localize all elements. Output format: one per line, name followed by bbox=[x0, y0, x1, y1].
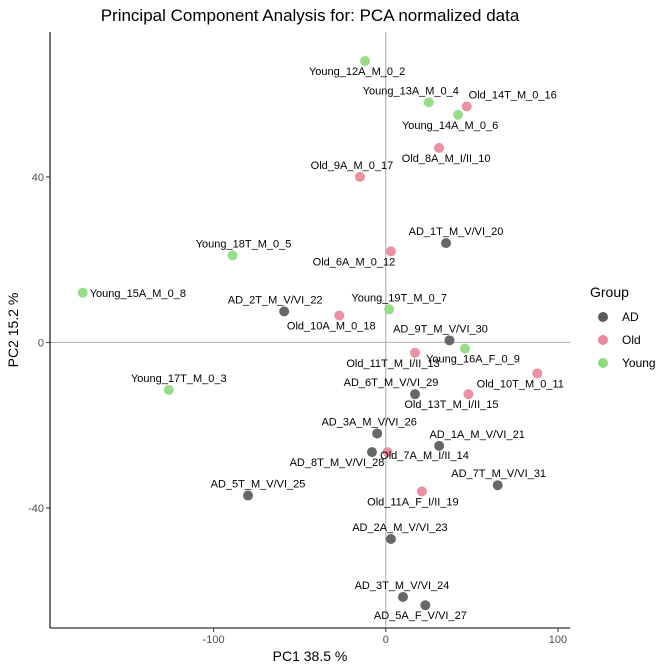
legend-title: Group bbox=[590, 284, 629, 300]
data-point-young bbox=[453, 109, 464, 120]
data-points bbox=[77, 55, 543, 611]
legend: Group AD Old Young bbox=[590, 284, 656, 370]
data-point-young bbox=[77, 287, 88, 298]
data-point-old bbox=[416, 486, 427, 497]
data-point-label: Young_19T_M_0_7 bbox=[351, 292, 447, 304]
data-point-ad bbox=[397, 591, 408, 602]
data-point-ad bbox=[385, 534, 396, 545]
data-point-ad bbox=[444, 335, 455, 346]
legend-label-old: Old bbox=[622, 333, 641, 347]
data-point-label: Old_14T_M_0_16 bbox=[469, 90, 557, 102]
data-point-label: AD_6T_M_V/VI_29 bbox=[344, 377, 439, 389]
data-point-old bbox=[532, 368, 543, 379]
data-point-label: AD_9T_M_V/VI_30 bbox=[393, 323, 488, 335]
data-point-label: AD_7T_M_V/VI_31 bbox=[451, 468, 546, 480]
x-tick-label: 100 bbox=[549, 634, 567, 646]
zero-reference-lines bbox=[50, 32, 570, 628]
data-point-label: Old_11A_F_I/II_19 bbox=[367, 496, 459, 508]
data-point-ad bbox=[441, 238, 452, 249]
y-axis-ticks: -40 0 40 bbox=[28, 172, 50, 515]
data-point-label: AD_3T_M_V/VI_24 bbox=[355, 580, 450, 592]
data-point-young bbox=[163, 385, 174, 396]
x-tick-label: -100 bbox=[203, 634, 225, 646]
data-point-ad bbox=[492, 480, 503, 491]
data-point-young bbox=[459, 343, 470, 354]
data-point-old bbox=[334, 310, 345, 321]
data-point-ad bbox=[420, 600, 431, 611]
axes bbox=[49, 32, 570, 629]
data-point-ad bbox=[279, 306, 290, 317]
legend-label-ad: AD bbox=[622, 310, 639, 324]
data-point-ad bbox=[410, 389, 421, 400]
y-tick-label: 0 bbox=[38, 337, 44, 349]
data-point-label: Young_18T_M_0_5 bbox=[196, 239, 292, 251]
y-tick-label: 40 bbox=[32, 172, 44, 184]
data-point-old bbox=[461, 101, 472, 112]
data-point-old bbox=[382, 447, 393, 458]
x-axis-title: PC1 38.5 % bbox=[273, 648, 348, 664]
data-point-label: Old_6A_M_0_12 bbox=[313, 256, 396, 268]
data-point-old bbox=[434, 142, 445, 153]
x-tick-label: 0 bbox=[383, 634, 389, 646]
data-point-ad bbox=[372, 428, 383, 439]
data-point-old bbox=[463, 389, 474, 400]
data-point-label: Old_11T_M_I/II_13 bbox=[346, 358, 439, 370]
data-point-label: AD_3A_M_V/VI_26 bbox=[321, 416, 416, 428]
data-point-label: AD_5T_M_V/VI_25 bbox=[211, 479, 306, 491]
data-point-old bbox=[354, 171, 365, 182]
data-point-young bbox=[423, 97, 434, 108]
legend-key-old bbox=[598, 335, 608, 345]
data-point-label: Old_8A_M_I/II_10 bbox=[402, 153, 491, 165]
data-point-label: Young_16A_F_0_9 bbox=[426, 354, 520, 366]
data-point-old bbox=[410, 347, 421, 358]
data-point-label: Young_15A_M_0_8 bbox=[90, 288, 186, 300]
legend-key-ad bbox=[598, 312, 608, 322]
data-point-label: AD_1T_M_V/VI_20 bbox=[409, 226, 504, 238]
x-axis-ticks: -100 0 100 bbox=[203, 628, 567, 646]
data-point-young bbox=[227, 250, 238, 261]
y-axis-title: PC2 15.2 % bbox=[5, 293, 21, 368]
data-point-label: Old_9A_M_0_17 bbox=[311, 160, 394, 172]
data-point-label: Old_10T_M_0_11 bbox=[477, 378, 564, 390]
data-point-young bbox=[384, 304, 395, 315]
data-point-ad bbox=[243, 490, 254, 501]
data-point-label: Old_7A_M_I/II_14 bbox=[380, 450, 469, 462]
data-point-label: AD_5A_F_V/VI_27 bbox=[374, 610, 467, 622]
y-tick-label: -40 bbox=[28, 503, 44, 515]
data-point-ad bbox=[434, 440, 445, 451]
data-point-label: Old_10A_M_0_18 bbox=[287, 321, 376, 333]
legend-items: AD Old Young bbox=[598, 310, 656, 370]
data-point-young bbox=[360, 55, 371, 66]
data-point-label: Young_14A_M_0_6 bbox=[402, 120, 498, 132]
data-point-ad bbox=[366, 447, 377, 458]
data-point-labels: Young_12A_M_0_2 Young_13A_M_0_4 Old_14T_M_… bbox=[90, 66, 564, 622]
data-point-label: Young_12A_M_0_2 bbox=[309, 66, 405, 78]
data-point-label: Young_13A_M_0_4 bbox=[363, 85, 459, 97]
data-point-old bbox=[385, 246, 396, 257]
legend-label-young: Young bbox=[622, 356, 656, 370]
data-point-label: AD_8T_M_V/VI_28 bbox=[290, 457, 385, 469]
data-point-label: Young_17T_M_0_3 bbox=[131, 373, 227, 385]
data-point-label: AD_1A_M_V/VI_21 bbox=[429, 429, 524, 441]
data-point-label: AD_2T_M_V/VI_22 bbox=[228, 294, 323, 306]
legend-key-young bbox=[598, 358, 608, 368]
data-point-label: AD_2A_M_V/VI_23 bbox=[352, 522, 447, 534]
chart-title: Principal Component Analysis for: PCA no… bbox=[101, 6, 520, 25]
data-point-label: Old_13T_M_I/II_15 bbox=[404, 399, 498, 411]
